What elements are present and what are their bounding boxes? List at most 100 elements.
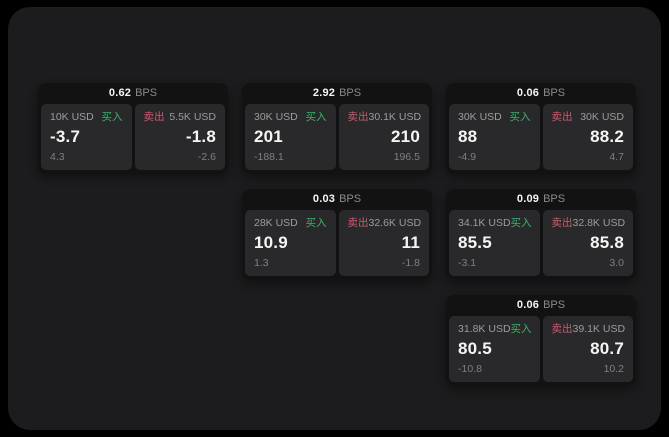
buy-quote-header: 30K USD 买入 [254,111,327,124]
buy-delta: -4.9 [458,151,477,163]
buy-price: 201 [254,127,283,146]
buy-price: 88 [458,127,478,146]
sell-size: 32.8K USD [572,217,626,229]
sell-tag: 卖出 [143,111,165,123]
buy-tag: 买入 [305,111,327,123]
sell-price: 210 [391,127,420,146]
quote-pair: 28K USD 买入 10.9 1.3 卖出 32.6K USD 11 -1.8 [242,210,432,279]
bps-unit-label: BPS [339,87,362,99]
bps-value: 2.92 [312,87,336,99]
sell-price: 80.7 [590,339,624,358]
bps-unit-label: BPS [339,193,362,205]
sell-quote[interactable]: 卖出 39.1K USD 80.7 10.2 [542,316,633,382]
bps-value: 0.03 [312,193,336,205]
sell-delta: -1.8 [401,257,420,269]
buy-delta: -10.8 [458,363,482,375]
quote-pair: 30K USD 买入 201 -188.1 卖出 30.1K USD 210 1… [242,104,432,173]
quote-pair: 31.8K USD 买入 80.5 -10.8 卖出 39.1K USD 80.… [446,316,636,385]
bps-unit-label: BPS [135,87,158,99]
quote-card: 0.06 BPS 31.8K USD 买入 80.5 -10.8 卖出 39.1… [446,295,636,385]
buy-tag: 买入 [101,111,123,123]
sell-quote-header: 卖出 30K USD [552,111,625,124]
sell-quote[interactable]: 卖出 32.8K USD 85.8 3.0 [542,210,633,276]
sell-price: 11 [401,233,420,252]
buy-price: 85.5 [458,233,492,252]
sell-size: 39.1K USD [572,323,626,335]
buy-quote-header: 34.1K USD 买入 [458,217,532,230]
buy-tag: 买入 [509,111,531,123]
quote-pair: 34.1K USD 买入 85.5 -3.1 卖出 32.8K USD 85.8… [446,210,636,279]
quote-card: 0.03 BPS 28K USD 买入 10.9 1.3 卖出 32.6K US… [242,189,432,279]
buy-size: 34.1K USD [458,217,511,229]
buy-delta: -188.1 [254,151,284,163]
bps-unit-label: BPS [543,87,566,99]
bps-header: 2.92 BPS [242,83,432,104]
buy-quote[interactable]: 30K USD 买入 201 -188.1 [245,104,336,170]
sell-delta: 4.7 [609,151,624,163]
bps-header: 0.06 BPS [446,83,636,104]
buy-price: 10.9 [254,233,288,252]
bps-unit-label: BPS [543,193,566,205]
quote-card: 0.62 BPS 10K USD 买入 -3.7 4.3 卖出 5.5K USD… [38,83,228,173]
sell-delta: 196.5 [393,151,420,163]
buy-size: 31.8K USD [458,323,511,335]
buy-quote[interactable]: 30K USD 买入 88 -4.9 [449,104,540,170]
sell-tag: 卖出 [551,111,573,123]
quote-card: 0.06 BPS 30K USD 买入 88 -4.9 卖出 30K USD 8… [446,83,636,173]
buy-price: -3.7 [50,127,81,146]
sell-size: 30K USD [580,111,624,123]
buy-price: 80.5 [458,339,492,358]
buy-tag: 买入 [305,217,327,229]
sell-price: 85.8 [590,233,624,252]
sell-quote-header: 卖出 30.1K USD [347,111,422,124]
buy-delta: 1.3 [254,257,269,269]
sell-price: 88.2 [590,127,624,146]
sell-tag: 卖出 [347,217,369,229]
quote-grid: 0.62 BPS 10K USD 买入 -3.7 4.3 卖出 5.5K USD… [38,83,636,385]
buy-quote-header: 30K USD 买入 [458,111,531,124]
bps-value: 0.06 [516,299,540,311]
sell-tag: 卖出 [551,217,573,229]
sell-quote[interactable]: 卖出 5.5K USD -1.8 -2.6 [134,104,225,170]
sell-size: 5.5K USD [169,111,216,123]
buy-quote[interactable]: 28K USD 买入 10.9 1.3 [245,210,336,276]
buy-quote-header: 10K USD 买入 [50,111,123,124]
sell-delta: 3.0 [609,257,624,269]
buy-quote-header: 31.8K USD 买入 [458,323,532,336]
buy-delta: -3.1 [458,257,477,269]
quote-pair: 30K USD 买入 88 -4.9 卖出 30K USD 88.2 4.7 [446,104,636,173]
sell-tag: 卖出 [551,323,573,335]
sell-delta: -2.6 [197,151,216,163]
sell-quote-header: 卖出 39.1K USD [551,323,626,336]
buy-quote[interactable]: 10K USD 买入 -3.7 4.3 [41,104,132,170]
sell-quote-header: 卖出 32.6K USD [347,217,422,230]
buy-size: 30K USD [254,111,298,123]
sell-size: 32.6K USD [368,217,422,229]
sell-quote[interactable]: 卖出 30.1K USD 210 196.5 [338,104,429,170]
buy-size: 30K USD [458,111,502,123]
buy-tag: 买入 [510,323,532,335]
buy-quote[interactable]: 34.1K USD 买入 85.5 -3.1 [449,210,540,276]
sell-quote-header: 卖出 5.5K USD [144,111,217,124]
bps-value: 0.09 [516,193,540,205]
buy-tag: 买入 [510,217,532,229]
sell-size: 30.1K USD [368,111,422,123]
buy-size: 28K USD [254,217,298,229]
buy-delta: 4.3 [50,151,65,163]
sell-quote[interactable]: 卖出 30K USD 88.2 4.7 [542,104,633,170]
bps-header: 0.03 BPS [242,189,432,210]
bps-header: 0.09 BPS [446,189,636,210]
buy-quote[interactable]: 31.8K USD 买入 80.5 -10.8 [449,316,540,382]
sell-quote-header: 卖出 32.8K USD [551,217,626,230]
sell-delta: 10.2 [603,363,624,375]
buy-quote-header: 28K USD 买入 [254,217,327,230]
sell-quote[interactable]: 卖出 32.6K USD 11 -1.8 [338,210,429,276]
app-window: 0.62 BPS 10K USD 买入 -3.7 4.3 卖出 5.5K USD… [8,7,661,430]
bps-header: 0.06 BPS [446,295,636,316]
quote-pair: 10K USD 买入 -3.7 4.3 卖出 5.5K USD -1.8 -2.… [38,104,228,173]
bps-value: 0.62 [108,87,132,99]
bps-unit-label: BPS [543,299,566,311]
sell-price: -1.8 [185,127,216,146]
sell-tag: 卖出 [347,111,369,123]
quote-card: 0.09 BPS 34.1K USD 买入 85.5 -3.1 卖出 32.8K… [446,189,636,279]
